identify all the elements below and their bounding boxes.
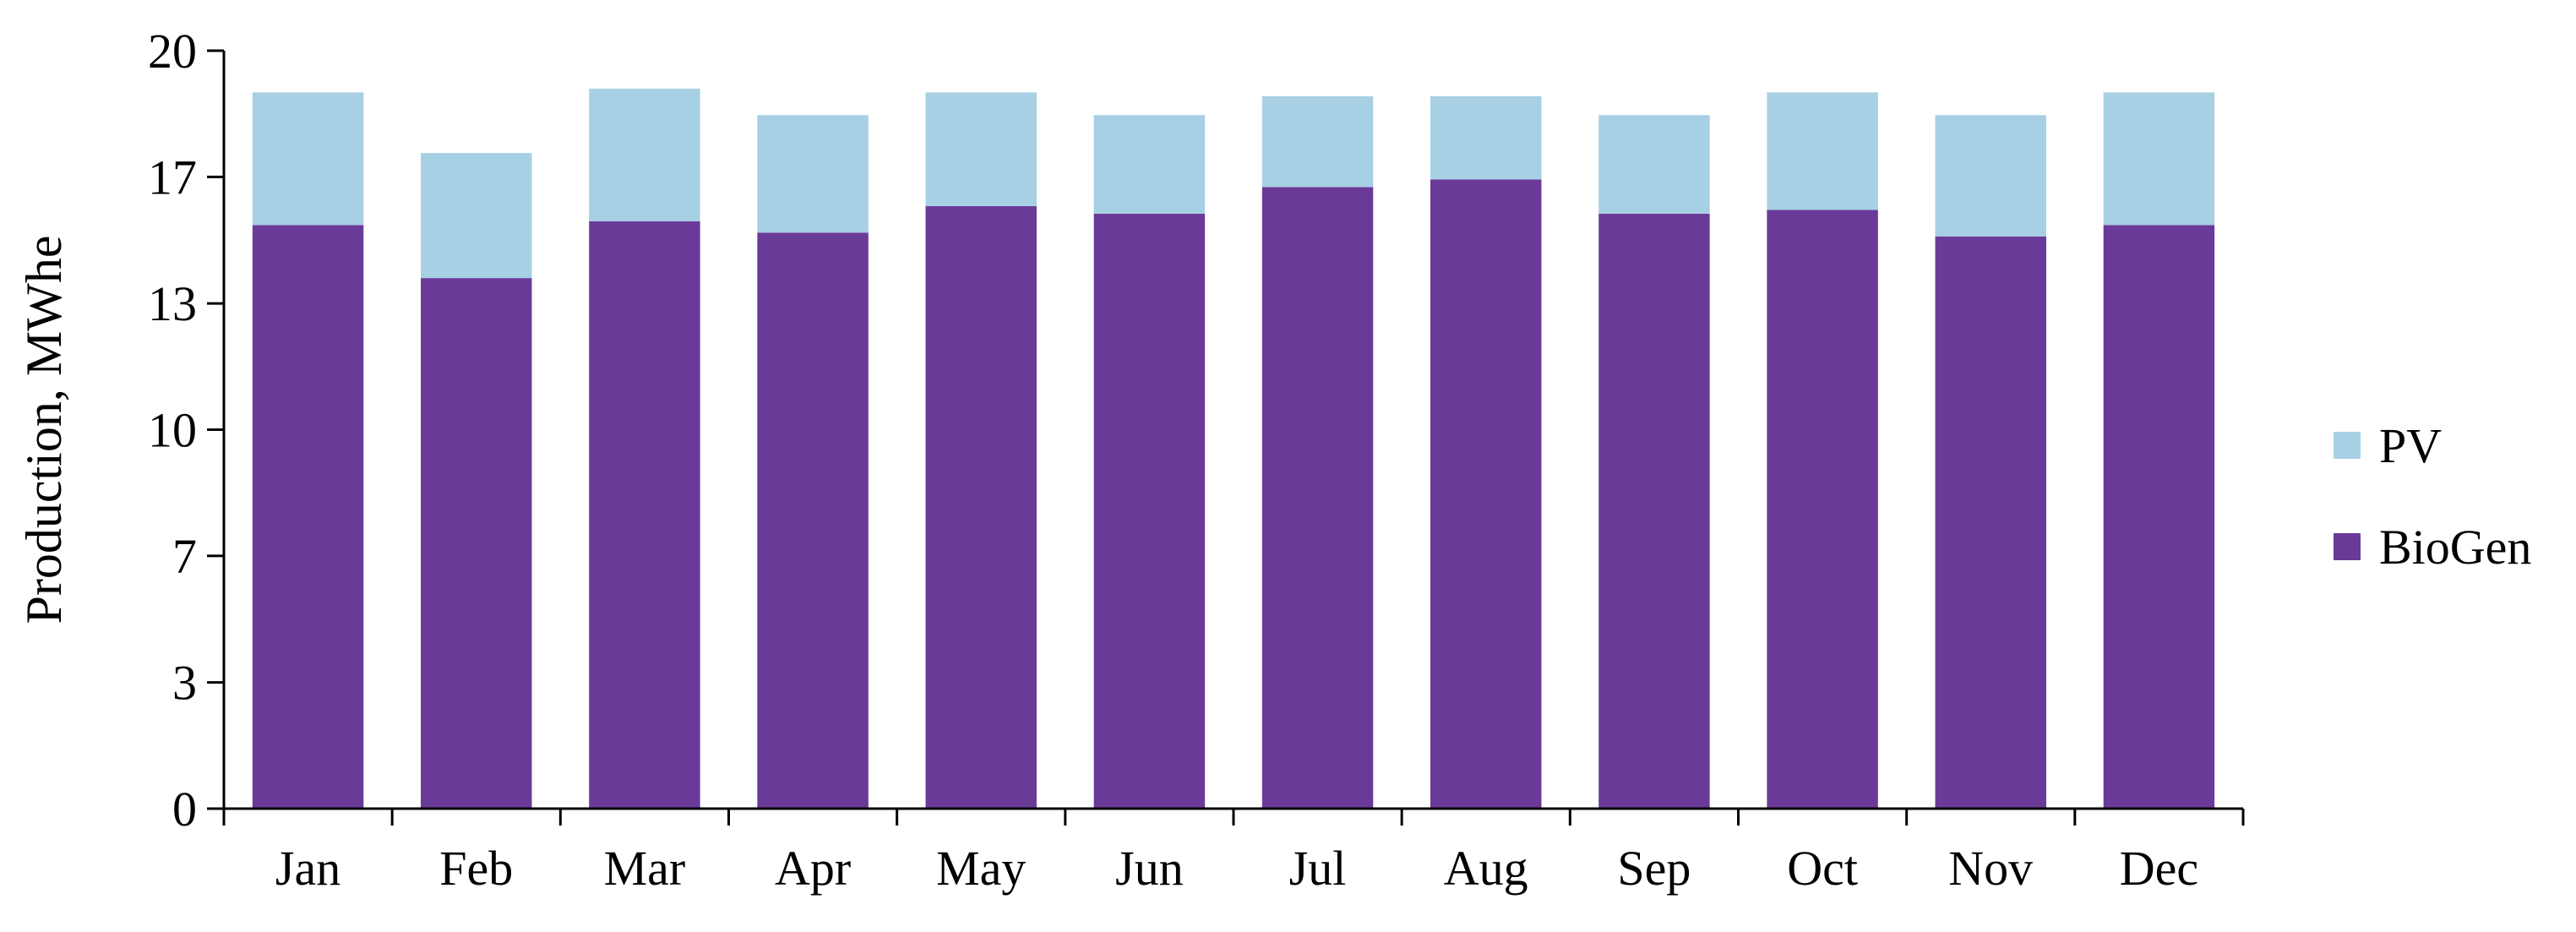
legend: PV BioGen [2334,418,2531,575]
x-tick-label: Aug [1444,841,1528,896]
x-tick-label: Jun [1115,841,1184,896]
bar-pv-feb [421,153,532,279]
bar-pv-oct [1767,92,1878,210]
legend-swatch-biogen [2334,533,2361,560]
x-tick-label: Mar [604,841,686,896]
y-tick-label: 17 [148,150,197,204]
x-ticks: Jan Feb Mar Apr May Jun Jul Aug Sep Oct Nov Dec [222,809,2245,896]
bar-biogen-apr [757,232,869,809]
bar-pv-jun [1093,115,1206,214]
x-tick-label: Sep [1617,841,1691,896]
y-tick-label: 7 [172,529,197,584]
y-axis-title: Production, MWhe [16,236,72,624]
x-tick-label: Apr [775,841,851,896]
bar-biogen-aug [1430,179,1542,809]
bar-pv-sep [1598,115,1710,214]
bar-pv-nov [1935,115,2046,237]
x-tick-label: Jan [275,841,340,896]
bar-biogen-dec [2103,225,2215,809]
y-tick-label: 20 [148,24,197,79]
bar-biogen-sep [1598,213,1710,809]
x-tick-label: Oct [1787,841,1858,896]
bar-biogen-oct [1767,210,1878,809]
bar-biogen-feb [421,278,532,809]
x-tick-label: Dec [2120,841,2198,896]
y-tick-label: 10 [148,403,197,458]
legend-label-pv: PV [2379,418,2442,473]
bar-pv-mar [589,88,700,221]
x-tick-label: Feb [439,841,513,896]
bar-pv-jan [252,92,364,226]
legend-label-biogen: BioGen [2379,520,2531,575]
bar-biogen-mar [589,221,700,809]
x-tick-label: May [936,841,1026,896]
bar-biogen-jul [1261,187,1374,809]
bar-pv-apr [757,115,869,233]
x-tick-label: Nov [1948,841,2033,896]
y-tick-label: 3 [172,656,197,711]
bar-biogen-may [925,205,1037,809]
bar-pv-dec [2103,92,2215,226]
bar-pv-aug [1430,95,1542,180]
bar-pv-jul [1261,95,1374,188]
y-ticks: 0 3 7 10 13 17 20 [148,24,224,837]
bar-biogen-nov [1935,236,2046,809]
bar-biogen-jun [1093,213,1206,809]
bars-layer [252,88,2215,809]
legend-swatch-pv [2334,432,2361,459]
bar-biogen-jan [252,225,364,809]
x-tick-label: Jul [1289,841,1347,896]
bar-pv-may [925,92,1037,206]
y-tick-label: 13 [148,276,197,331]
y-tick-label: 0 [172,782,197,837]
